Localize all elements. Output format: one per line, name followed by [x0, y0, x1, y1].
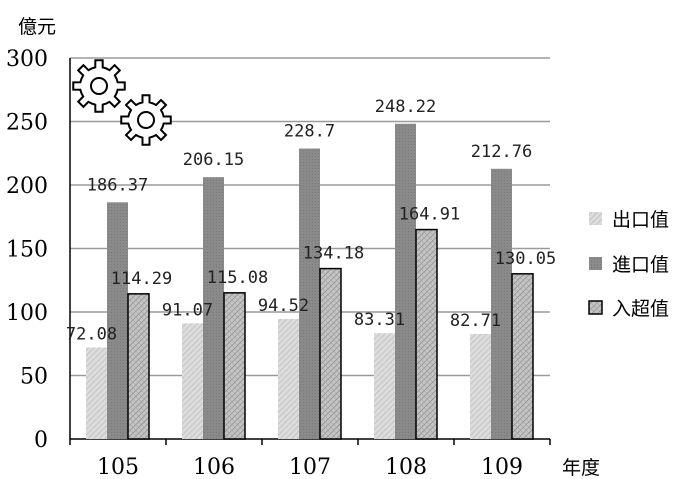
bar-export	[182, 323, 203, 439]
legend: 出口值 進口值 入超值	[588, 209, 669, 320]
bar-export	[374, 333, 395, 439]
y-tick-label: 100	[6, 301, 48, 326]
bar-deficit	[127, 293, 150, 440]
y-axis: 0 50 100 150 200 250 300	[6, 47, 48, 453]
x-axis: 105 106 107 108 109	[69, 439, 551, 479]
x-tick-label: 107	[289, 455, 331, 479]
bar-deficit	[415, 228, 438, 440]
data-labels: 72.08 186.37 114.29 91.07 206.15 115.08 94.52 2…	[66, 97, 556, 345]
y-tick-label: 0	[34, 428, 48, 453]
legend-label-deficit: 入超值	[612, 298, 669, 320]
data-label: 186.37	[87, 175, 148, 195]
bar-import	[491, 168, 512, 439]
x-axis-title: 年度	[562, 457, 600, 479]
legend-label-export: 出口值	[612, 209, 669, 231]
data-label: 212.76	[471, 142, 532, 162]
bar-import	[107, 202, 128, 439]
legend-label-import: 進口值	[612, 254, 669, 276]
legend-swatch-export	[589, 212, 602, 225]
x-tick-label: 108	[385, 455, 427, 479]
x-tick-label: 109	[481, 455, 523, 479]
y-tick-label: 250	[6, 111, 48, 136]
bar-deficit	[319, 267, 342, 440]
data-label: 130.05	[495, 249, 556, 269]
data-label: 228.7	[284, 122, 335, 142]
bar-import	[395, 123, 416, 440]
data-label: 134.18	[303, 244, 364, 264]
x-tick-label: 105	[97, 455, 139, 479]
bar-export	[86, 347, 107, 439]
data-label: 94.52	[258, 296, 309, 316]
bars	[86, 123, 534, 440]
data-label: 115.08	[207, 268, 268, 288]
gear-icon	[120, 94, 172, 146]
bar-deficit	[223, 292, 246, 440]
bar-deficit	[511, 273, 534, 440]
data-label: 91.07	[162, 300, 213, 320]
x-tick-label: 106	[193, 455, 235, 479]
y-tick-label: 200	[6, 174, 48, 199]
bar-import	[203, 177, 224, 439]
y-tick-label: 50	[20, 365, 48, 390]
legend-swatch-deficit	[588, 300, 603, 315]
data-label: 72.08	[66, 324, 117, 344]
data-label: 164.91	[399, 205, 460, 225]
bar-export	[470, 333, 491, 439]
legend-swatch-import	[589, 257, 602, 270]
y-tick-label: 300	[6, 47, 48, 72]
data-label: 114.29	[111, 269, 172, 289]
bar-import	[299, 148, 320, 439]
gear-icon	[72, 59, 126, 113]
bar-export	[278, 318, 299, 439]
data-label: 248.22	[375, 97, 436, 117]
data-label: 83.31	[354, 310, 405, 330]
y-tick-label: 150	[6, 238, 48, 263]
y-axis-unit-label: 億元	[18, 16, 56, 38]
data-label: 82.71	[450, 311, 501, 331]
data-label: 206.15	[183, 150, 244, 170]
